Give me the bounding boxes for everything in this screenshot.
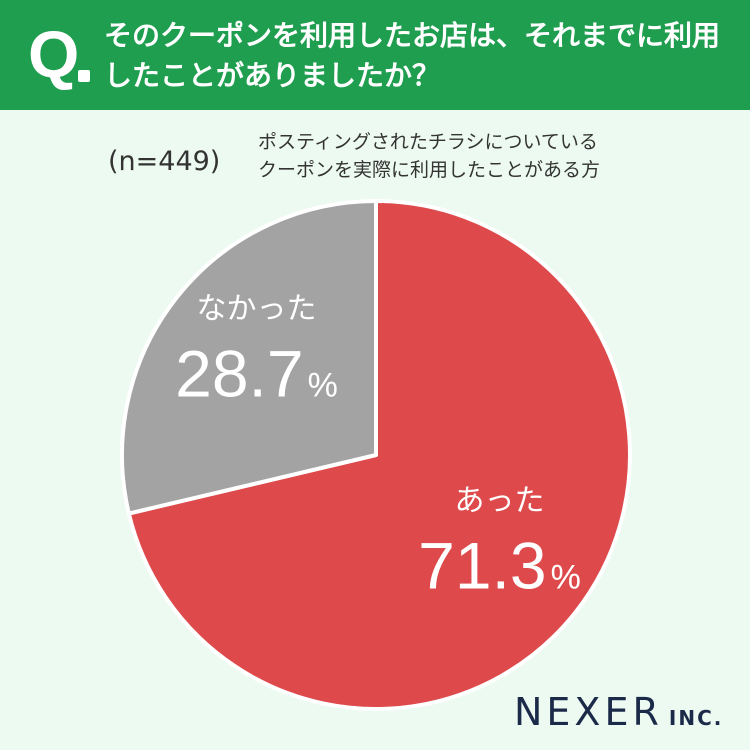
q-dot	[78, 70, 90, 82]
question-header: Q そのクーポンを利用したお店は、それまでに利用 したことがありましたか？	[0, 0, 750, 110]
q-mark: Q	[28, 17, 80, 91]
sample-desc-line-1: ポスティングされたチラシについている	[258, 131, 598, 153]
question-line-1: そのクーポンを利用したお店は、それまでに利用	[104, 19, 721, 52]
brand-logo: NEXER INC.	[514, 690, 723, 740]
sample-desc-line-2: クーポンを実際に利用したことがある方	[258, 159, 601, 181]
brand-suffix: INC.	[668, 706, 724, 730]
slice-category-label: あった	[455, 484, 545, 519]
sample-description: ポスティングされたチラシについている クーポンを実際に利用したことがある方	[258, 128, 698, 184]
pie-slice-1	[126, 199, 632, 711]
sample-size: (n=449)	[108, 146, 221, 177]
question-line-2: したことがありましたか？	[104, 59, 441, 92]
slice-value-unit: %	[551, 559, 581, 597]
slice-category-label: なかった	[196, 291, 316, 326]
question-text: そのクーポンを利用したお店は、それまでに利用 したことがありましたか？	[104, 16, 734, 96]
brand-name: NEXER	[514, 690, 663, 734]
slice-value-unit: %	[308, 366, 338, 404]
pie-slice-2	[120, 199, 378, 516]
